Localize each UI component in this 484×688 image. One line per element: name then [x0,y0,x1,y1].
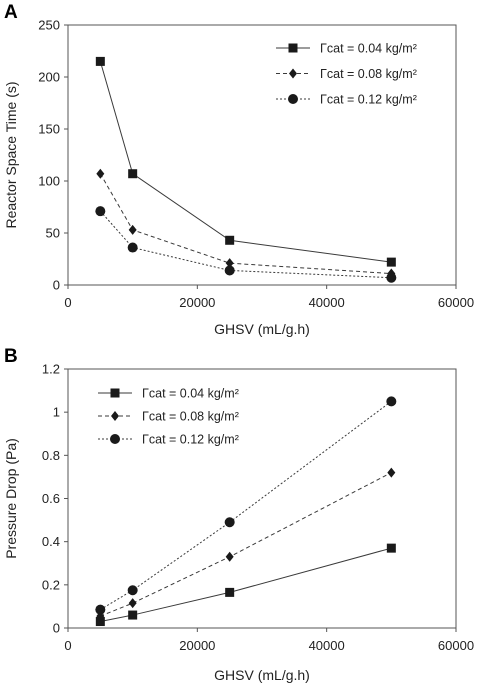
data-point-square [225,235,235,245]
x-axis-title: GHSV (mL/g.h) [214,321,310,337]
x-tick-label: 0 [64,295,71,310]
y-tick-label: 250 [38,18,60,33]
legend-entry: Γcat = 0.04 kg/m² [98,387,239,401]
data-point-square [386,257,396,267]
legend-label: Γcat = 0.08 kg/m² [142,410,239,424]
data-point-square [386,543,396,553]
legend-entry: Γcat = 0.12 kg/m² [276,93,417,107]
data-point-circle [224,517,235,528]
data-point-diamond [96,168,105,179]
legend-label: Γcat = 0.12 kg/m² [320,93,417,107]
series-square [95,56,396,267]
y-axis-title: Reactor Space Time (s) [3,81,19,228]
y-tick-label: 0.8 [42,448,60,463]
series-diamond [96,168,396,279]
panel-letter: B [4,346,18,367]
series-circle [95,206,397,283]
legend-marker-diamond [111,411,119,421]
series-circle [95,396,397,615]
y-tick-label: 0 [53,278,60,293]
series-line [100,547,392,623]
legend-marker-square [288,43,298,53]
panel-letter: A [4,2,18,23]
legend-label: Γcat = 0.04 kg/m² [320,42,417,56]
series-line [100,472,392,617]
data-point-square [225,587,235,597]
data-point-circle [386,272,397,283]
y-axis-title: Pressure Drop (Pa) [3,438,19,559]
data-point-diamond [225,551,234,562]
x-axis-title: GHSV (mL/g.h) [214,667,310,683]
y-tick-label: 200 [38,70,60,85]
chart-panel-a: A 0 50 100 150 200 250 0 20000 40000 60000 GHSV (mL… [3,2,474,337]
y-tick-label: 50 [46,226,60,241]
legend-entry: Γcat = 0.04 kg/m² [276,42,417,56]
data-point-circle [224,265,235,276]
legend-marker-circle [288,94,298,104]
legend-label: Γcat = 0.08 kg/m² [320,67,417,81]
series-line [99,210,392,279]
data-point-circle [386,396,397,407]
x-tick-label: 0 [64,638,71,653]
data-point-diamond [387,467,396,478]
data-point-square [95,617,105,627]
x-tick-label: 20000 [179,295,215,310]
y-tick-label: 150 [38,122,60,137]
x-tick-label: 40000 [309,295,345,310]
x-tick-label: 20000 [179,638,215,653]
x-tick-label: 60000 [438,638,474,653]
y-tick-label: 0.4 [42,534,60,549]
chart-panel-b: B 0 0.2 0.4 0.6 0.8 1 1.2 0 20000 40000 60000 GHSV (… [3,346,474,683]
series-line [99,61,392,263]
legend-entry: Γcat = 0.08 kg/m² [98,410,239,424]
data-point-circle [95,206,106,217]
legend-entry: Γcat = 0.12 kg/m² [98,433,239,447]
data-point-diamond [128,224,137,235]
data-point-circle [95,604,106,615]
data-point-diamond [128,598,137,609]
x-tick-label: 60000 [438,295,474,310]
legend-label: Γcat = 0.04 kg/m² [142,387,239,401]
x-tick-label: 40000 [309,638,345,653]
series-line [99,173,392,275]
legend-marker-square [110,388,120,398]
data-point-square [128,169,138,179]
series-square [95,543,396,627]
plot-frame [67,24,457,286]
legend-marker-diamond [289,68,297,79]
legend-entry: Γcat = 0.08 kg/m² [276,67,417,81]
data-point-square [128,610,138,620]
legend-label: Γcat = 0.12 kg/m² [142,433,239,447]
series-line [100,400,392,611]
data-point-circle [127,585,138,596]
y-tick-label: 0.6 [42,491,60,506]
y-tick-label: 100 [38,174,60,189]
y-tick-label: 0 [53,621,60,636]
y-tick-label: 1.2 [42,362,60,377]
y-tick-label: 1 [53,405,60,420]
legend-marker-circle [110,434,120,444]
series-diamond [96,467,396,622]
y-tick-label: 0.2 [42,577,60,592]
data-point-circle [127,242,138,253]
data-point-square [95,56,105,66]
data-point-diamond [225,258,234,269]
